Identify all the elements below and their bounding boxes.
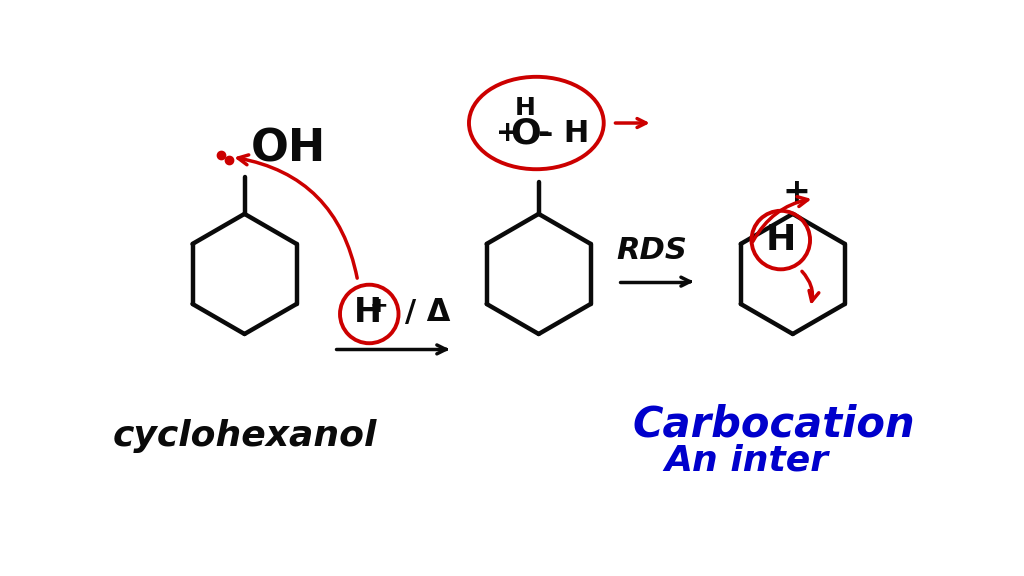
Text: H: H	[766, 223, 796, 257]
Text: +: +	[370, 296, 388, 316]
Text: Carbocation: Carbocation	[632, 403, 914, 445]
Text: +: +	[497, 119, 519, 147]
Text: An inter: An inter	[665, 444, 828, 478]
Text: RDS: RDS	[616, 236, 688, 265]
Text: / Δ: / Δ	[404, 298, 451, 327]
Text: – H: – H	[539, 119, 590, 147]
Text: +: +	[782, 176, 811, 209]
Text: OH: OH	[251, 128, 326, 170]
Text: cyclohexanol: cyclohexanol	[113, 419, 377, 453]
Text: O: O	[510, 116, 541, 150]
Text: H: H	[515, 96, 536, 120]
Text: H: H	[353, 296, 382, 329]
Text: .–: .–	[531, 123, 551, 143]
